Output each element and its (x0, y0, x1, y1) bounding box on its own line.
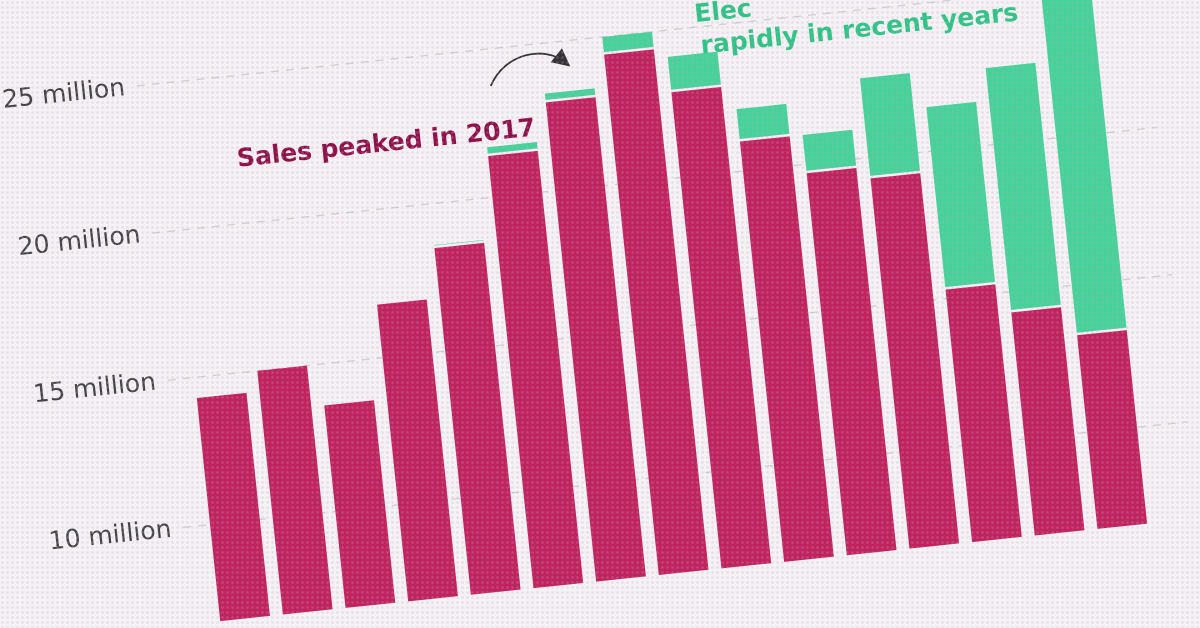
bar-segment-pink-2011 (257, 365, 333, 615)
gridline (152, 126, 1157, 234)
y-tick-label: 25 million (1, 72, 126, 114)
bar-segment-pink-2012 (324, 400, 396, 608)
bar-segment-green-2020 (802, 129, 857, 171)
peak-arrow (489, 48, 571, 87)
y-tick-label: 15 million (32, 367, 157, 409)
bar-segment-green-2023 (985, 62, 1061, 310)
bar-segment-green-2021 (859, 73, 920, 176)
bar-segment-pink-2017 (604, 49, 709, 576)
y-tick-label: 20 million (16, 219, 141, 261)
bar-segment-pink-2023 (1011, 307, 1085, 536)
bar-segment-pink-2022 (945, 284, 1022, 543)
bar-segment-green-2018 (667, 51, 721, 90)
bar-segment-green-2015 (487, 142, 538, 154)
gridline (136, 0, 1142, 87)
bar-segment-pink-2010 (196, 392, 270, 622)
bar-segment-pink-2024 (1077, 330, 1148, 529)
gridline (167, 274, 1173, 381)
bar-segment-pink-2019 (739, 136, 834, 562)
bar-segment-green-2019 (736, 103, 790, 140)
bar-segment-pink-2016 (545, 97, 646, 582)
bar-segment-green-2016 (544, 88, 596, 100)
bar-segment-pink-2021 (870, 173, 960, 549)
electric-annotation-line1: Elec (693, 0, 753, 28)
bar-segment-pink-2015 (488, 150, 584, 589)
bar-segment-pink-2020 (806, 168, 897, 556)
bar-segment-pink-2018 (671, 86, 772, 569)
bar-segment-green-2024 (1036, 0, 1127, 333)
bar-segment-pink-2013 (377, 299, 458, 602)
bar-segment-green-2014 (434, 239, 484, 246)
y-tick-label: 10 million (47, 514, 172, 556)
bar-segment-pink-2014 (434, 242, 521, 595)
bar-segment-green-2022 (926, 101, 996, 288)
bar-segment-green-2017 (602, 31, 654, 53)
